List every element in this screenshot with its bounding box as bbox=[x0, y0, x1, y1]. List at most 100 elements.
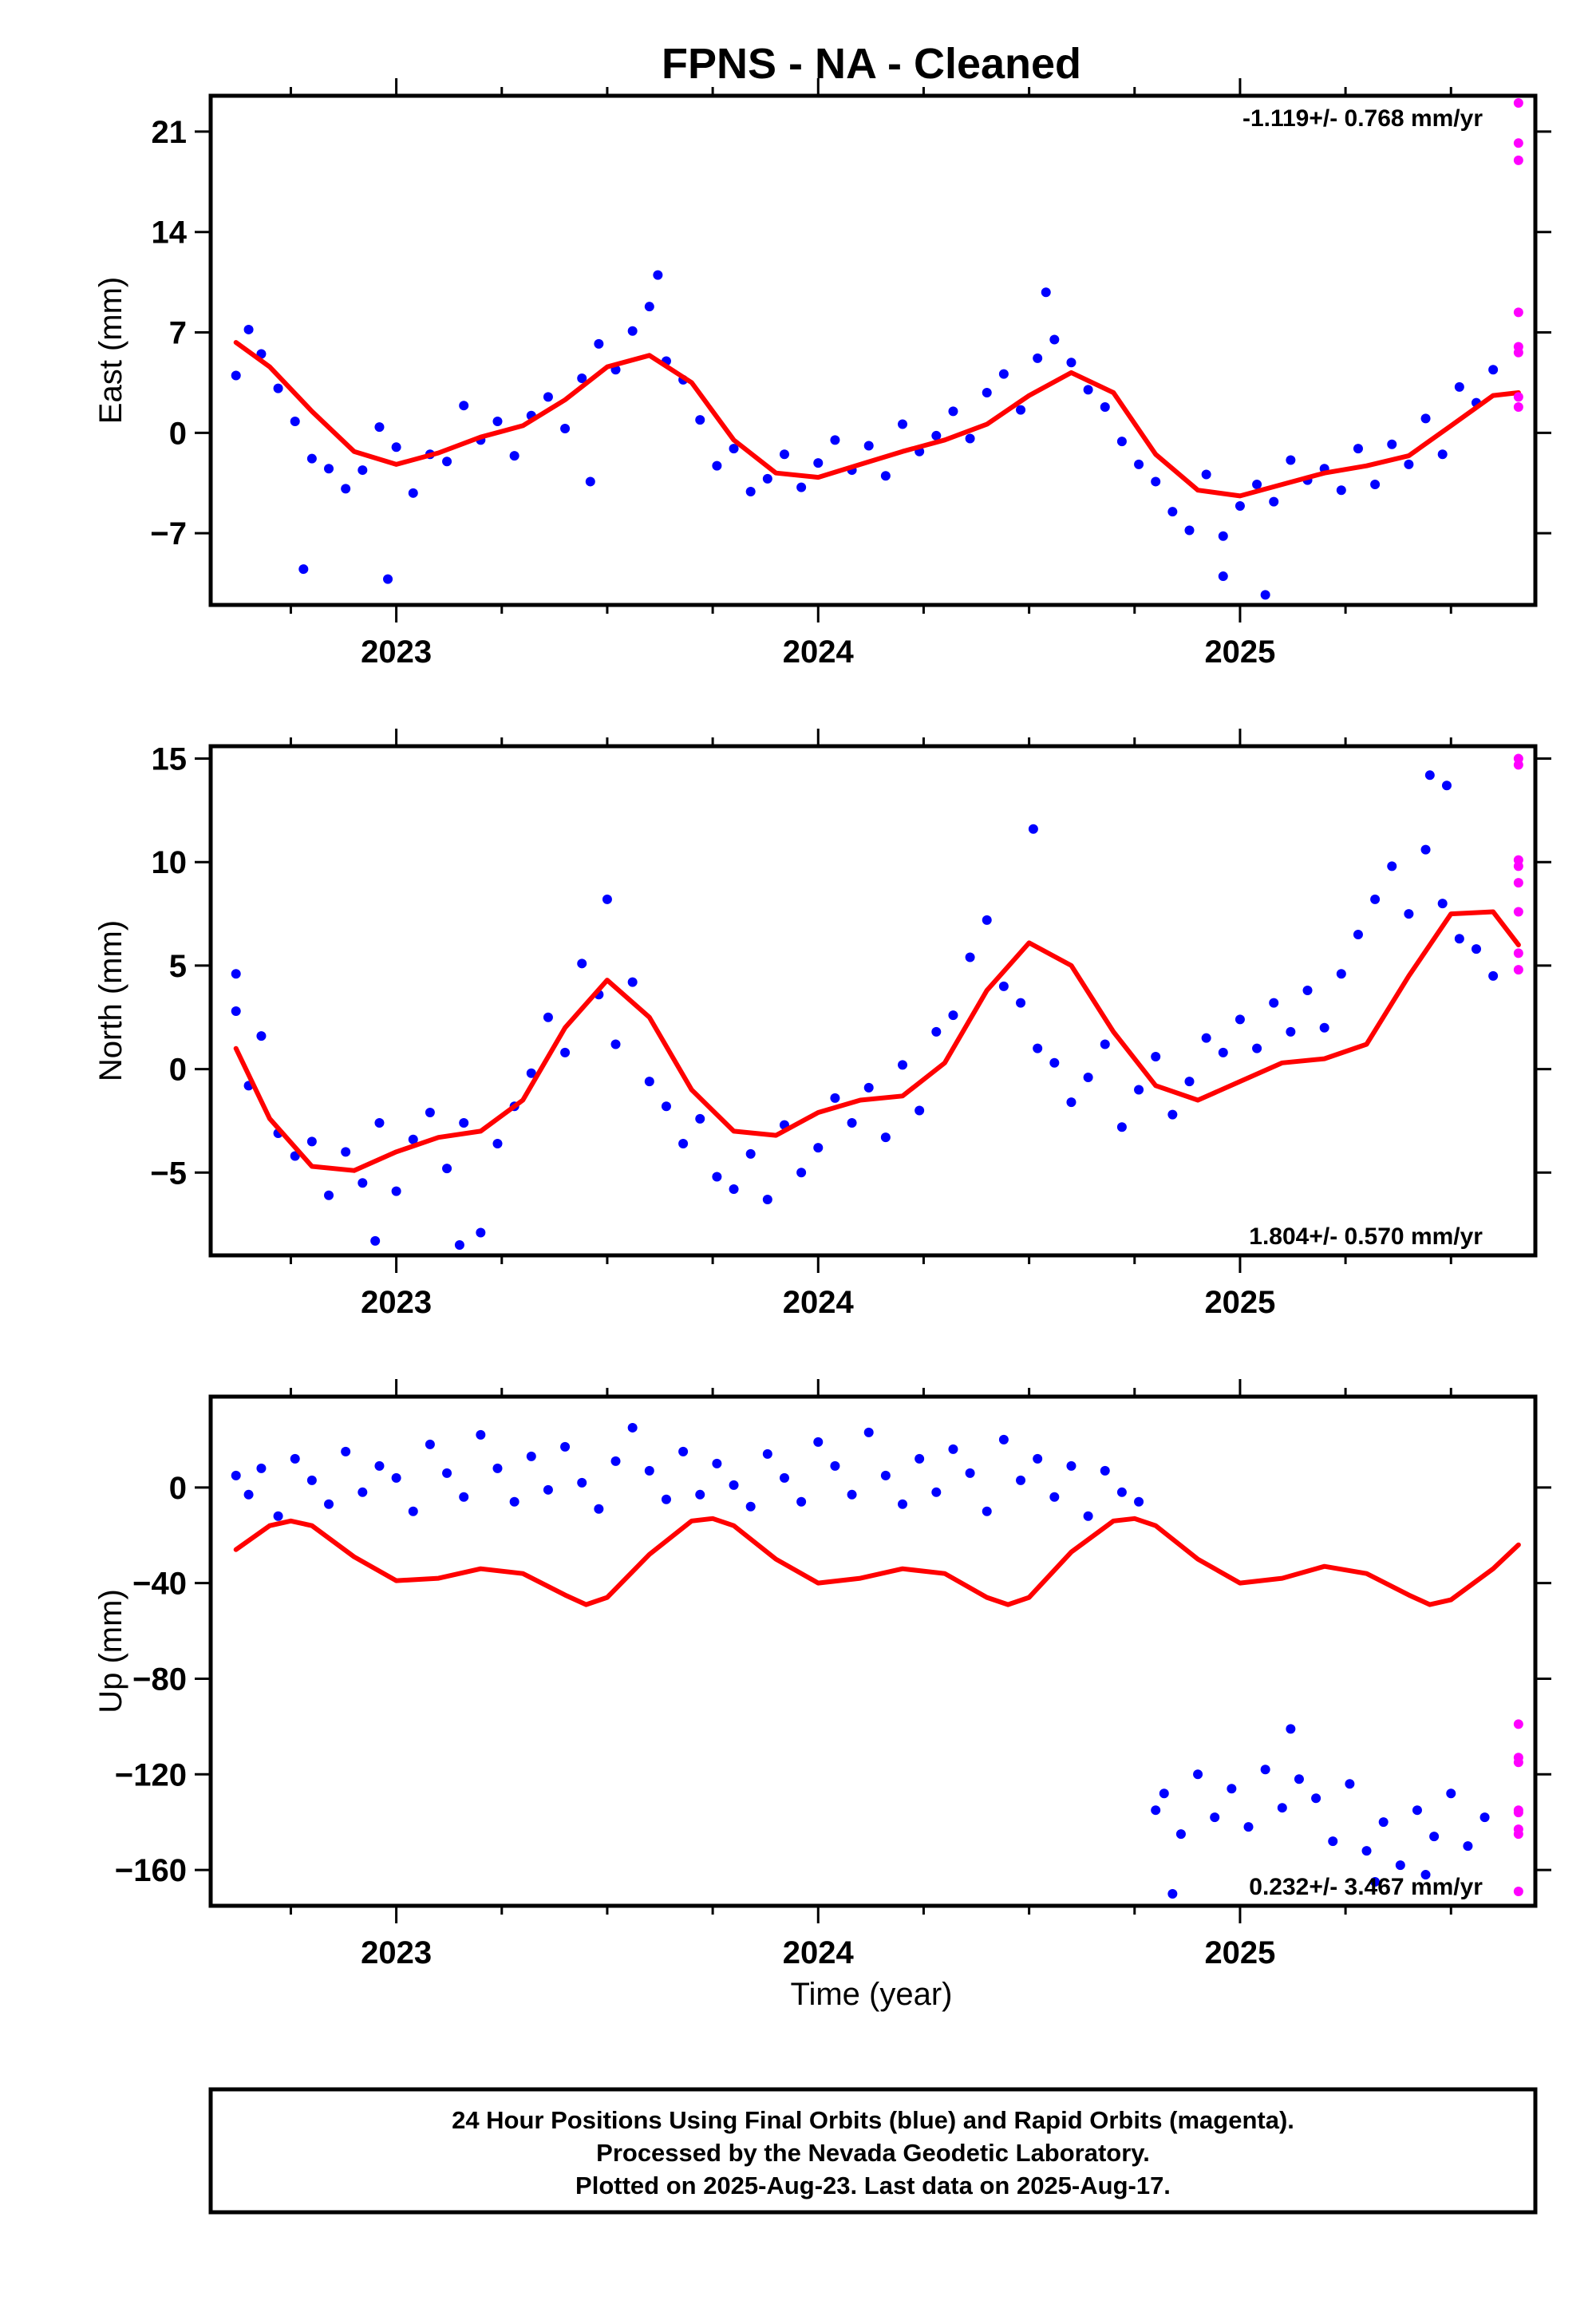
final-orbit-point bbox=[1370, 894, 1381, 904]
final-orbit-point bbox=[931, 1026, 942, 1037]
final-orbit-point bbox=[1116, 437, 1127, 447]
final-orbit-point bbox=[1134, 1496, 1144, 1507]
final-orbit-point bbox=[391, 1186, 401, 1196]
final-orbit-point bbox=[1424, 770, 1435, 781]
final-orbit-point bbox=[1370, 1877, 1381, 1887]
final-orbit-point bbox=[729, 444, 739, 454]
y-tick-label: −5 bbox=[150, 1156, 187, 1191]
final-orbit-point bbox=[762, 1194, 772, 1204]
plot-area bbox=[231, 97, 1523, 600]
final-orbit-point bbox=[1437, 449, 1448, 460]
final-orbit-point bbox=[610, 1039, 621, 1049]
rapid-orbit-point bbox=[1513, 948, 1523, 958]
x-tick-label: 2023 bbox=[361, 1935, 432, 1970]
final-orbit-point bbox=[729, 1184, 739, 1195]
model-fit-line bbox=[233, 909, 1521, 1173]
final-orbit-point bbox=[779, 449, 789, 460]
final-orbit-point bbox=[627, 326, 638, 336]
final-orbit-point bbox=[273, 1511, 283, 1521]
rapid-orbit-point bbox=[1513, 155, 1523, 165]
final-orbit-point bbox=[1184, 525, 1195, 536]
final-orbit-point bbox=[863, 1082, 874, 1093]
final-orbit-point bbox=[1336, 485, 1346, 496]
final-orbit-point bbox=[374, 1118, 385, 1128]
final-orbit-point bbox=[374, 422, 385, 433]
final-orbit-point bbox=[273, 383, 283, 393]
footer-box: 24 Hour Positions Using Final Orbits (bl… bbox=[208, 2087, 1538, 2215]
final-orbit-point bbox=[898, 419, 908, 429]
final-orbit-point bbox=[1041, 287, 1051, 298]
y-tick-label: 15 bbox=[152, 742, 188, 777]
final-orbit-point bbox=[459, 401, 469, 411]
final-orbit-point bbox=[1100, 1039, 1110, 1049]
final-orbit-point bbox=[324, 1499, 334, 1509]
final-orbit-point bbox=[358, 1178, 368, 1188]
y-tick-label: 0 bbox=[169, 1471, 187, 1506]
y-tick-label: 10 bbox=[152, 845, 188, 880]
final-orbit-point bbox=[1175, 1829, 1186, 1840]
final-orbit-point bbox=[1100, 401, 1110, 412]
final-orbit-point bbox=[1395, 1860, 1405, 1871]
rapid-orbit-point bbox=[1513, 1719, 1523, 1729]
final-orbit-point bbox=[931, 1487, 942, 1497]
final-orbit-point bbox=[729, 1480, 739, 1490]
final-orbit-point bbox=[695, 415, 705, 425]
final-orbit-point bbox=[476, 1227, 486, 1238]
final-orbit-point bbox=[454, 1240, 464, 1251]
final-orbit-point bbox=[585, 476, 595, 487]
final-orbit-point bbox=[1294, 1774, 1304, 1784]
final-orbit-point bbox=[1412, 1805, 1422, 1816]
final-orbit-point bbox=[965, 952, 975, 962]
final-orbit-point bbox=[1159, 1788, 1169, 1799]
final-orbit-point bbox=[998, 1434, 1009, 1445]
final-orbit-point bbox=[898, 1499, 908, 1509]
east-panel: 2023 2024 2025 21 14 7 0 −7 East (mm) -1.119+/- 0… bbox=[93, 78, 1551, 670]
final-orbit-point bbox=[982, 915, 992, 925]
final-orbit-point bbox=[1387, 861, 1397, 871]
rapid-orbit-point bbox=[1513, 1757, 1523, 1768]
final-orbit-point bbox=[1066, 1097, 1077, 1108]
y-axis-title: East (mm) bbox=[93, 277, 128, 424]
final-orbit-point bbox=[1151, 1805, 1161, 1816]
final-orbit-point bbox=[1370, 480, 1381, 490]
up-panel: 2023 2024 2025 0 −40 −80 −120 −160 Up (mm) 0.232+… bbox=[93, 1379, 1551, 1970]
final-orbit-point bbox=[1328, 1836, 1338, 1847]
final-orbit-point bbox=[358, 465, 368, 476]
velocity-annotation: 1.804+/- 0.570 mm/yr bbox=[1249, 1223, 1483, 1250]
final-orbit-point bbox=[231, 969, 241, 979]
final-orbit-point bbox=[1235, 500, 1245, 511]
x-tick-label: 2025 bbox=[1204, 1285, 1275, 1320]
final-orbit-point bbox=[560, 1441, 571, 1452]
final-orbit-point bbox=[1184, 1077, 1195, 1087]
final-orbit-point bbox=[442, 1468, 452, 1478]
final-orbit-point bbox=[813, 1437, 824, 1447]
final-orbit-point bbox=[1286, 1724, 1296, 1734]
x-tick-label: 2024 bbox=[783, 634, 855, 670]
x-tick-label: 2025 bbox=[1204, 634, 1275, 670]
final-orbit-point bbox=[1311, 1793, 1321, 1804]
final-orbit-point bbox=[1151, 1052, 1161, 1062]
final-orbit-point bbox=[1404, 909, 1414, 919]
final-orbit-point bbox=[324, 464, 334, 474]
final-orbit-point bbox=[1378, 1817, 1389, 1828]
final-orbit-point bbox=[813, 458, 824, 468]
y-axis-title: Up (mm) bbox=[93, 1589, 128, 1713]
final-orbit-point bbox=[1201, 1033, 1211, 1043]
final-orbit-point bbox=[762, 473, 772, 484]
final-orbit-point bbox=[1151, 476, 1161, 487]
final-orbit-point bbox=[1028, 824, 1038, 834]
final-orbit-point bbox=[695, 1489, 705, 1500]
final-orbit-point bbox=[627, 1422, 638, 1433]
final-orbit-point bbox=[1134, 1085, 1144, 1095]
final-orbit-point bbox=[1454, 381, 1464, 392]
final-orbit-point bbox=[577, 958, 587, 969]
final-orbit-point bbox=[1286, 455, 1296, 465]
final-orbit-point bbox=[1066, 358, 1077, 368]
final-orbit-point bbox=[880, 471, 891, 481]
final-orbit-point bbox=[847, 1118, 857, 1128]
final-orbit-point bbox=[324, 1190, 334, 1200]
north-panel: 2023 2024 2025 15 10 5 0 −5 North (mm) 1.804+/- 0… bbox=[93, 729, 1551, 1320]
final-orbit-point bbox=[796, 482, 807, 492]
final-orbit-point bbox=[560, 1047, 571, 1057]
